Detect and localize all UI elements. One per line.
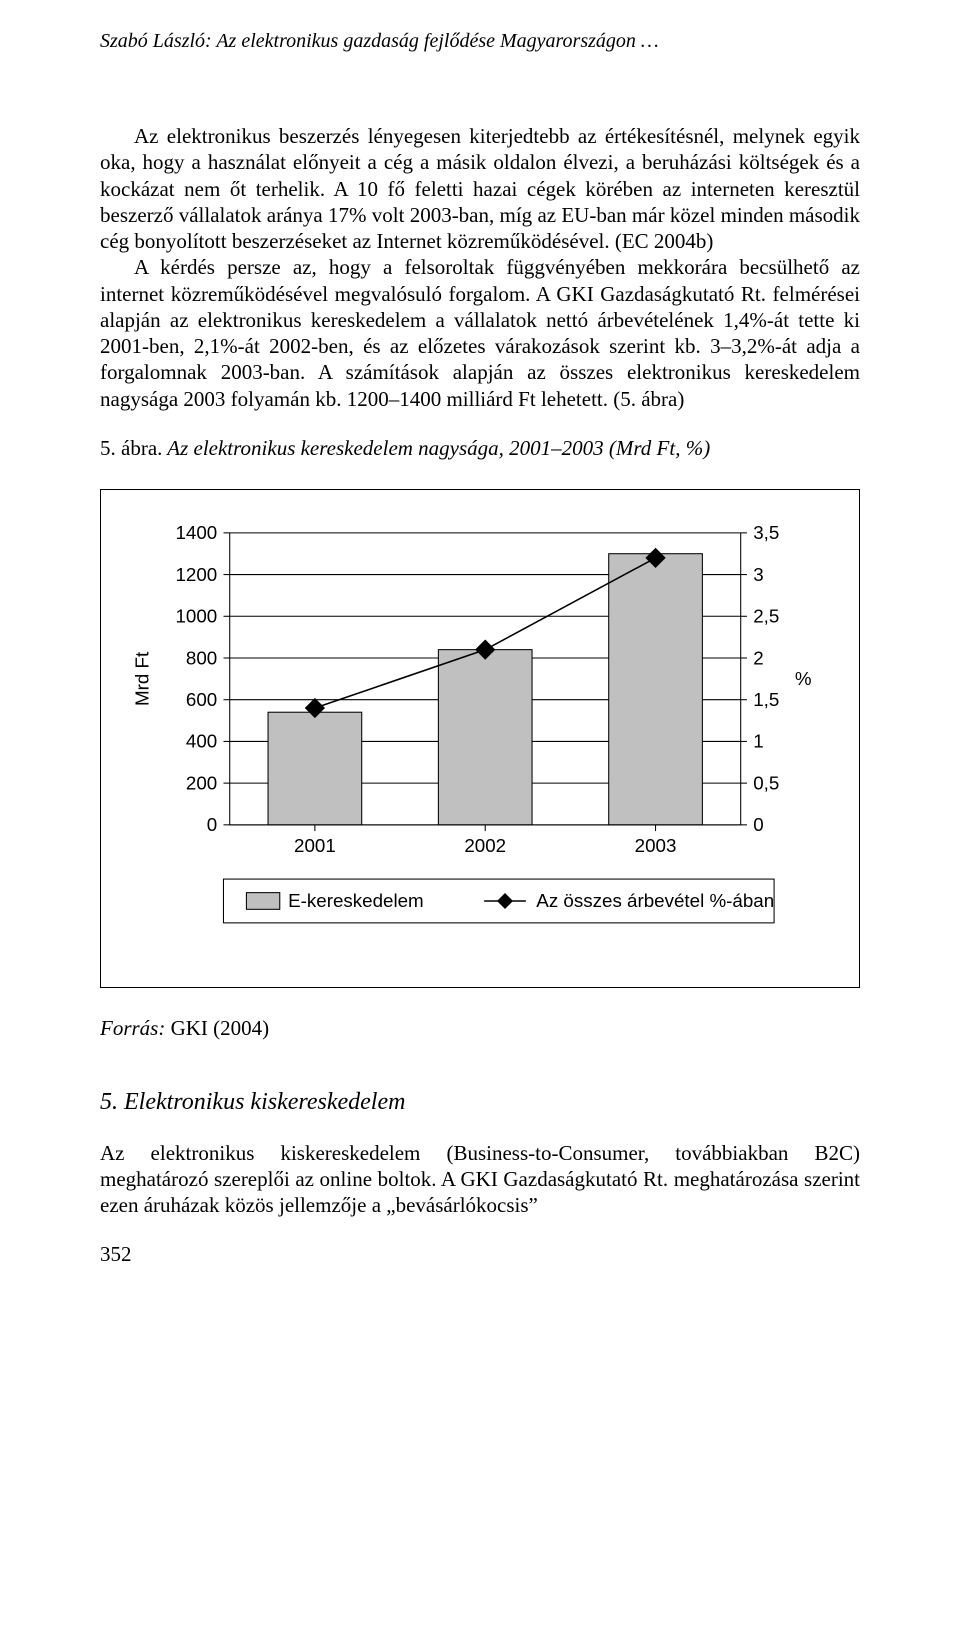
svg-text:2001: 2001 xyxy=(294,835,336,856)
chart-svg: 0 200 400 600 800 1000 1200 1400 0 0,5 1 1,5 2 2,5 3 3,… xyxy=(115,512,845,971)
running-head: Szabó László: Az elektronikus gazdaság f… xyxy=(100,30,860,53)
source-label: Forrás: xyxy=(100,1016,165,1040)
svg-text:Mrd Ft: Mrd Ft xyxy=(131,651,152,706)
svg-text:200: 200 xyxy=(186,772,217,793)
page: Szabó László: Az elektronikus gazdaság f… xyxy=(0,0,960,1307)
svg-text:0,5: 0,5 xyxy=(753,772,779,793)
svg-text:%: % xyxy=(795,668,812,689)
source-line: Forrás: GKI (2004) xyxy=(100,1016,860,1041)
figure-caption: 5. ábra. Az elektronikus kereskedelem na… xyxy=(100,436,860,461)
svg-text:E-kereskedelem: E-kereskedelem xyxy=(288,890,424,911)
svg-text:1000: 1000 xyxy=(175,605,217,626)
svg-text:1: 1 xyxy=(753,730,763,751)
chart-frame: 0 200 400 600 800 1000 1200 1400 0 0,5 1 1,5 2 2,5 3 3,… xyxy=(100,489,860,988)
section-heading: 5. Elektronikus kiskereskedelem xyxy=(100,1089,860,1116)
svg-text:3,5: 3,5 xyxy=(753,522,779,543)
para-1: Az elektronikus beszerzés lényegesen kit… xyxy=(100,124,860,253)
body-paragraphs: Az elektronikus beszerzés lényegesen kit… xyxy=(100,123,860,412)
figure-caption-title: Az elektronikus kereskedelem nagysága, 2… xyxy=(162,436,710,460)
svg-text:3: 3 xyxy=(753,564,763,585)
svg-text:2003: 2003 xyxy=(635,835,677,856)
svg-text:800: 800 xyxy=(186,647,217,668)
svg-text:Az összes árbevétel %-ában: Az összes árbevétel %-ában xyxy=(536,890,774,911)
svg-text:1,5: 1,5 xyxy=(753,689,779,710)
svg-text:2,5: 2,5 xyxy=(753,605,779,626)
figure-caption-number: 5. ábra. xyxy=(100,436,162,460)
svg-text:0: 0 xyxy=(207,814,217,835)
svg-text:2002: 2002 xyxy=(464,835,506,856)
svg-text:600: 600 xyxy=(186,689,217,710)
svg-text:2: 2 xyxy=(753,647,763,668)
svg-text:1400: 1400 xyxy=(175,522,217,543)
svg-text:0: 0 xyxy=(753,814,763,835)
page-number: 352 xyxy=(100,1242,860,1267)
source-text: GKI (2004) xyxy=(165,1016,269,1040)
para-3: Az elektronikus kiskereskedelem (Busines… xyxy=(100,1140,860,1219)
svg-text:1200: 1200 xyxy=(175,564,217,585)
para-2: A kérdés persze az, hogy a felsoroltak f… xyxy=(100,255,860,410)
svg-text:400: 400 xyxy=(186,730,217,751)
